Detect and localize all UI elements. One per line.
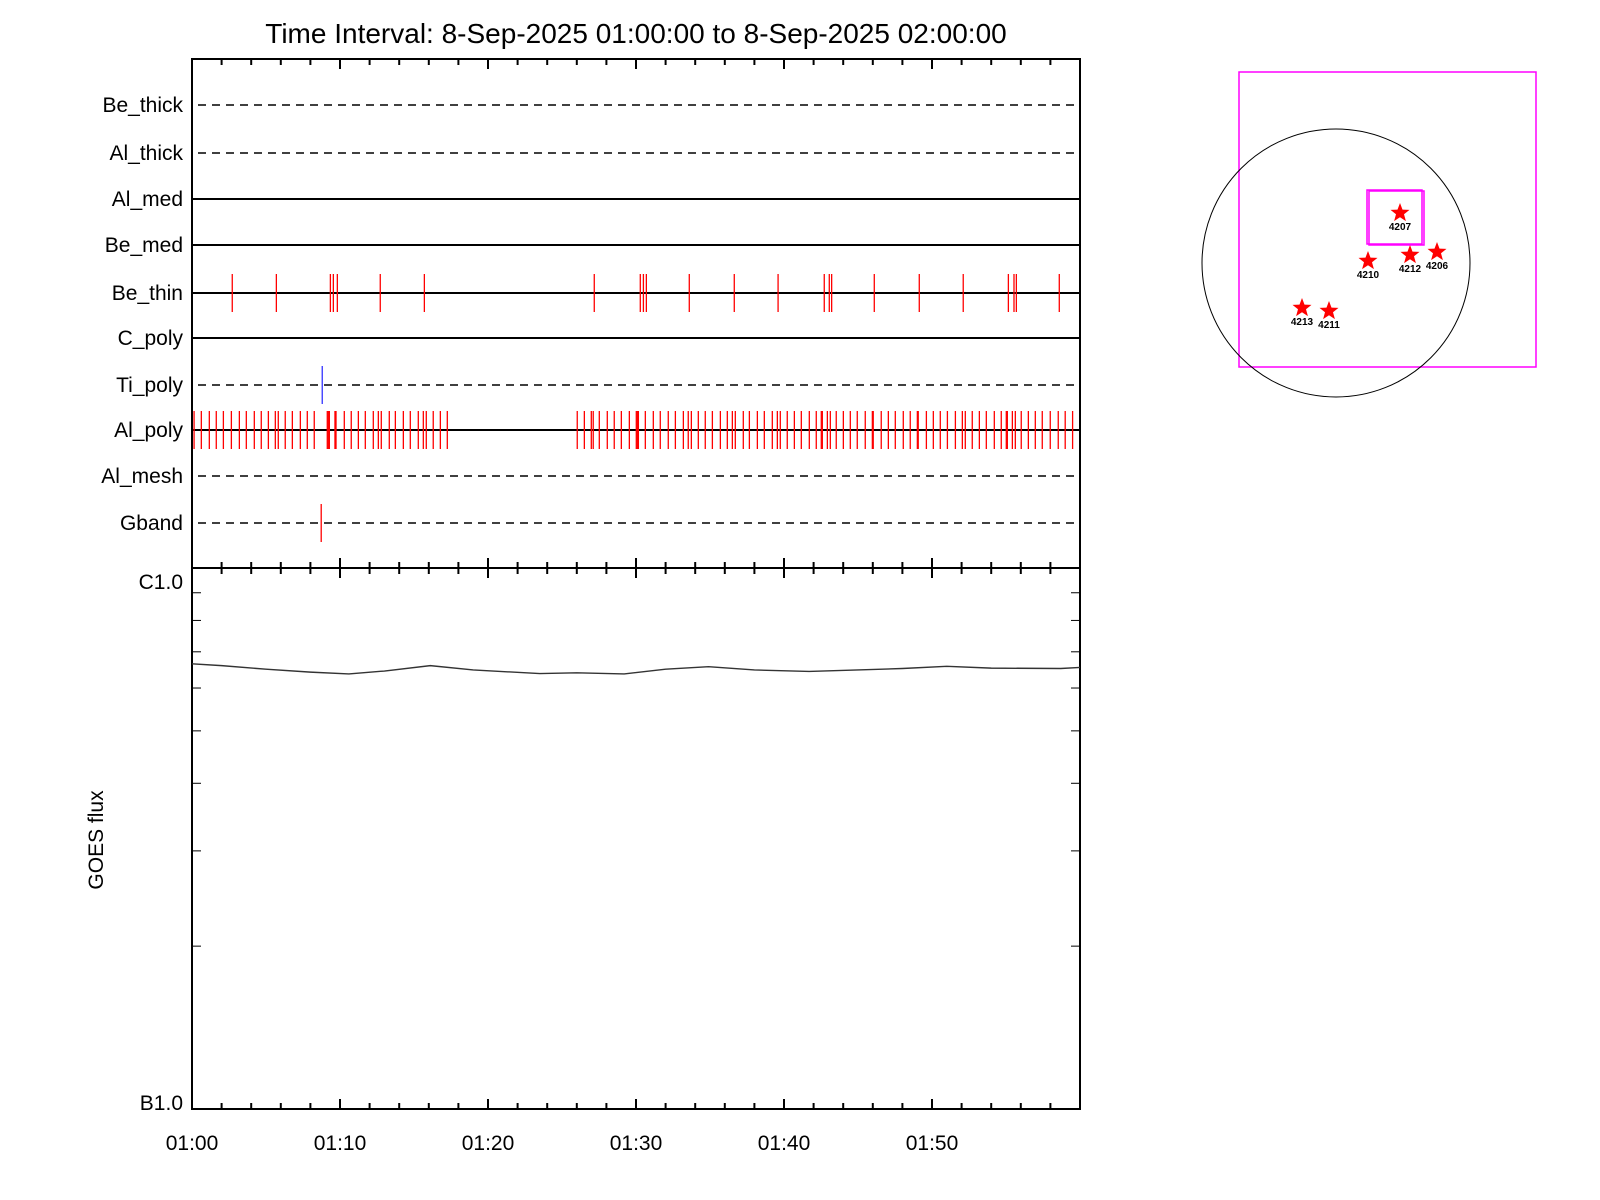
channel-label-Al_poly: Al_poly — [114, 419, 183, 442]
channel-label-Al_mesh: Al_mesh — [101, 465, 183, 488]
x-tick-label: 01:10 — [314, 1132, 367, 1155]
ar-label: 4212 — [1399, 264, 1422, 275]
channel-label-Al_thick: Al_thick — [109, 142, 183, 165]
target-box — [1366, 189, 1423, 245]
channel-label-Be_thick: Be_thick — [102, 94, 183, 117]
channel-label-Ti_poly: Ti_poly — [116, 374, 183, 397]
x-tick-label: 01:00 — [166, 1132, 219, 1155]
solar-disk-map: 4207 4210 4212 4206 4213 4211 — [1201, 71, 1537, 398]
channel-label-Be_med: Be_med — [105, 234, 183, 257]
channel-label-Be_thin: Be_thin — [112, 282, 183, 305]
x-tick-labels: 01:00 01:10 01:20 01:30 01:40 01:50 — [166, 1132, 959, 1155]
ar-label: 4206 — [1426, 261, 1449, 272]
ar-star-marker — [1390, 203, 1410, 222]
x-tick-label: 01:20 — [462, 1132, 515, 1155]
field-of-view-box — [1238, 71, 1537, 368]
ar-label: 4213 — [1291, 317, 1314, 328]
x-tick-label: 01:50 — [906, 1132, 959, 1155]
ar-star-marker — [1400, 245, 1420, 264]
channel-label-Al_med: Al_med — [112, 188, 183, 211]
ar-label: 4210 — [1357, 270, 1380, 281]
ar-star-marker — [1319, 301, 1339, 320]
ar-star-marker — [1292, 298, 1312, 317]
plot-title: Time Interval: 8-Sep-2025 01:00:00 to 8-… — [265, 18, 1006, 49]
ar-star-marker — [1427, 242, 1447, 261]
ytick-label-bottom: B1.0 — [140, 1092, 183, 1115]
ytick-label-top: C1.0 — [139, 571, 183, 594]
target-box-inner — [1368, 190, 1425, 246]
goes-ylabel: GOES flux — [85, 790, 108, 890]
x-tick-label: 01:40 — [758, 1132, 811, 1155]
ar-star-marker — [1358, 251, 1378, 270]
plot-frame — [191, 58, 1081, 1110]
channel-label-Gband: Gband — [120, 512, 183, 535]
solar-disk — [1201, 128, 1471, 398]
ar-label: 4207 — [1389, 222, 1412, 233]
goes-flux-line — [191, 663, 1081, 675]
x-tick-label: 01:30 — [610, 1132, 663, 1155]
goes-panel — [191, 592, 1081, 947]
channel-label-C_poly: C_poly — [118, 327, 184, 350]
event-panel: Be_thick Al_thick Al_med Be_med Be_thin C_pol… — [101, 58, 1081, 1110]
ar-label: 4211 — [1318, 320, 1340, 331]
